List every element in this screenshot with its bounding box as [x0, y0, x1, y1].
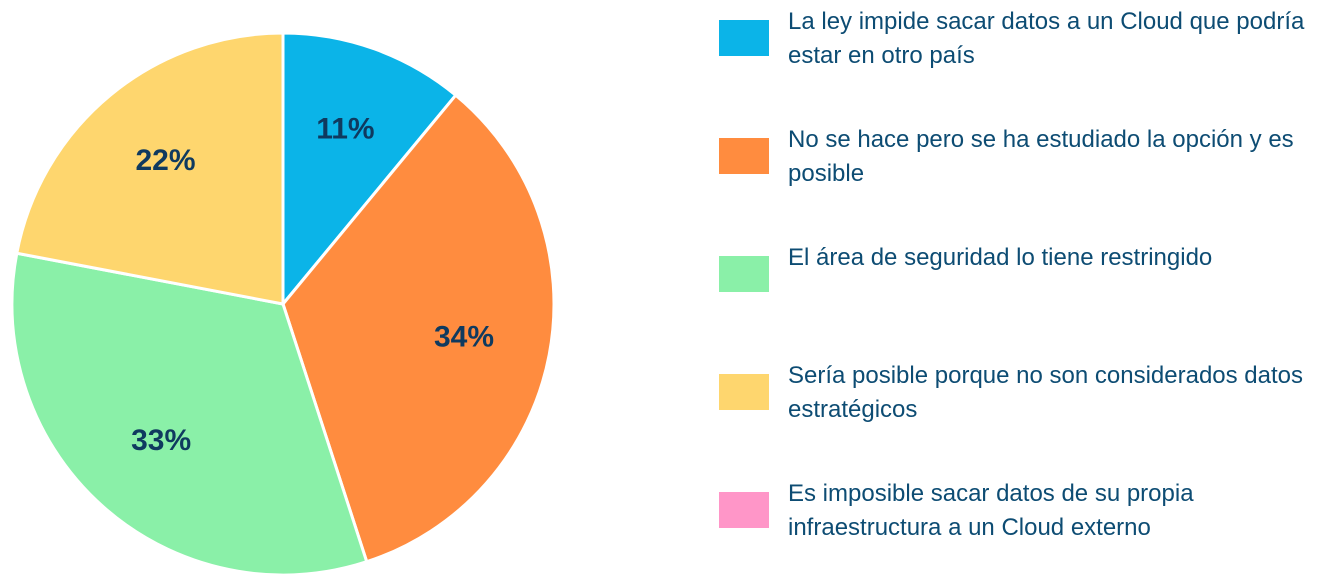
- pie-slice: [281, 31, 458, 309]
- data-label: 34%: [434, 320, 494, 353]
- data-label: 11%: [316, 113, 374, 146]
- legend-swatch: [719, 20, 769, 56]
- legend-label: Es imposible sacar datos de su propia in…: [788, 480, 1194, 541]
- legend-item: No se hace pero se ha estudiado la opció…: [719, 123, 1326, 191]
- legend-item: La ley impide sacar datos a un Cloud que…: [719, 5, 1326, 73]
- pie-slice: [15, 31, 285, 306]
- chart: 11% 34% 33% 22%: [10, 31, 556, 575]
- legend-swatch: [719, 256, 769, 292]
- legend-swatch: [719, 138, 769, 174]
- data-label: 22%: [136, 144, 196, 177]
- legend-label: El área de seguridad lo tiene restringid…: [788, 244, 1213, 271]
- pie-slice: [281, 93, 556, 564]
- data-label: 33%: [131, 424, 191, 457]
- legend-item: Es imposible sacar datos de su propia in…: [719, 477, 1326, 545]
- legend-item: El área de seguridad lo tiene restringid…: [719, 241, 1326, 292]
- legend-swatch: [719, 492, 769, 528]
- legend-label: La ley impide sacar datos a un Cloud que…: [788, 8, 1305, 69]
- legend-item: Sería posible porque no son considerados…: [719, 359, 1326, 427]
- legend-label: No se hace pero se ha estudiado la opció…: [788, 126, 1294, 187]
- legend-swatch: [719, 374, 769, 410]
- legend-label: Sería posible porque no son considerados…: [788, 362, 1304, 423]
